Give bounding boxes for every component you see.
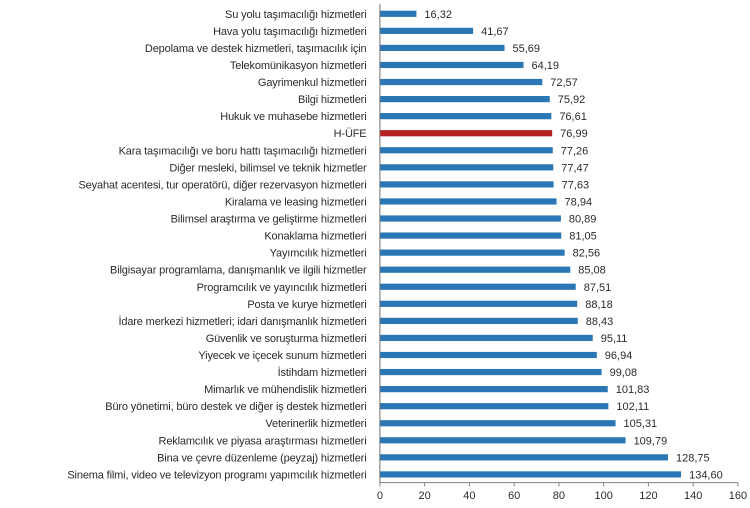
svg-text:Posta ve kurye hizmetleri: Posta ve kurye hizmetleri (247, 299, 366, 311)
svg-text:102,11: 102,11 (616, 401, 649, 413)
svg-text:Hukuk ve muhasebe hizmetleri: Hukuk ve muhasebe hizmetleri (220, 111, 366, 123)
svg-text:60: 60 (508, 490, 520, 502)
svg-text:Kiralama ve leasing hizmetleri: Kiralama ve leasing hizmetleri (225, 196, 367, 208)
svg-text:77,63: 77,63 (562, 179, 590, 191)
svg-text:H-ÜFE: H-ÜFE (334, 128, 367, 140)
svg-text:Sinema filmi, video ve televiz: Sinema filmi, video ve televizyon progra… (67, 469, 366, 481)
svg-text:85,08: 85,08 (578, 265, 606, 277)
svg-text:Bilgi hizmetleri: Bilgi hizmetleri (298, 94, 367, 106)
svg-text:87,51: 87,51 (584, 282, 612, 294)
svg-text:Güvenlik ve soruşturma hizmetl: Güvenlik ve soruşturma hizmetleri (206, 333, 367, 345)
svg-text:20: 20 (419, 490, 431, 502)
svg-text:78,94: 78,94 (565, 196, 593, 208)
svg-text:82,56: 82,56 (573, 248, 601, 260)
svg-text:İdare merkezi hizmetleri; idar: İdare merkezi hizmetleri; idari danışman… (118, 315, 366, 328)
svg-text:Mimarlık ve mühendislik hizmet: Mimarlık ve mühendislik hizmetleri (204, 384, 366, 396)
svg-text:Telekomünikasyon hizmetleri: Telekomünikasyon hizmetleri (230, 60, 367, 72)
svg-text:Konaklama hizmetleri: Konaklama hizmetleri (264, 231, 366, 243)
svg-text:Programcılık ve yayıncılık hiz: Programcılık ve yayıncılık hizmetleri (197, 282, 367, 294)
svg-text:88,43: 88,43 (586, 316, 614, 328)
svg-text:140: 140 (684, 490, 702, 502)
svg-text:99,08: 99,08 (610, 367, 638, 379)
svg-text:75,92: 75,92 (558, 94, 586, 106)
svg-text:100: 100 (594, 490, 612, 502)
svg-text:Veterinerlik hizmetleri: Veterinerlik hizmetleri (265, 418, 366, 430)
svg-text:Hava yolu taşımacılığı hizmetl: Hava yolu taşımacılığı hizmetleri (213, 26, 366, 38)
svg-text:80: 80 (553, 490, 565, 502)
svg-text:Bilimsel araştırma ve geliştir: Bilimsel araştırma ve geliştirme hizmetl… (171, 214, 367, 226)
svg-text:160: 160 (729, 490, 747, 502)
svg-text:55,69: 55,69 (513, 43, 541, 55)
svg-text:80,89: 80,89 (569, 214, 597, 226)
svg-text:76,99: 76,99 (560, 128, 588, 140)
svg-text:76,61: 76,61 (559, 111, 587, 123)
svg-text:Yayımcılık hizmetleri: Yayımcılık hizmetleri (270, 248, 367, 260)
svg-text:134,60: 134,60 (689, 469, 723, 481)
svg-text:128,75: 128,75 (676, 452, 710, 464)
svg-text:Diğer mesleki, bilimsel ve tek: Diğer mesleki, bilimsel ve teknik hizmet… (169, 162, 367, 174)
svg-text:Yiyecek ve içecek sunum hizmet: Yiyecek ve içecek sunum hizmetleri (198, 350, 366, 362)
svg-text:16,32: 16,32 (424, 9, 452, 21)
svg-text:109,79: 109,79 (634, 435, 668, 447)
svg-text:Seyahat acentesi, tur operatör: Seyahat acentesi, tur operatörü, diğer r… (78, 179, 366, 191)
svg-text:95,11: 95,11 (601, 333, 628, 345)
svg-text:Gayrimenkul hizmetleri: Gayrimenkul hizmetleri (258, 77, 367, 89)
svg-text:81,05: 81,05 (569, 231, 597, 243)
svg-text:40: 40 (463, 490, 475, 502)
svg-text:Kara taşımacılığı ve boru hatt: Kara taşımacılığı ve boru hattı taşımacı… (119, 145, 367, 157)
svg-text:101,83: 101,83 (616, 384, 650, 396)
svg-text:Depolama ve destek hizmetleri,: Depolama ve destek hizmetleri, taşımacıl… (145, 43, 367, 55)
svg-text:77,47: 77,47 (561, 162, 589, 174)
svg-text:77,26: 77,26 (561, 145, 589, 157)
svg-text:Bina ve çevre düzenleme (peyza: Bina ve çevre düzenleme (peyzaj) hizmetl… (157, 452, 366, 464)
svg-text:72,57: 72,57 (550, 77, 578, 89)
svg-text:İstihdam hizmetleri: İstihdam hizmetleri (278, 366, 367, 379)
svg-text:0: 0 (377, 490, 383, 502)
svg-text:Bilgisayar programlama, danışm: Bilgisayar programlama, danışmanlık ve i… (110, 265, 367, 277)
svg-text:Reklamcılık ve piyasa araştırm: Reklamcılık ve piyasa araştırması hizmet… (159, 435, 367, 447)
svg-text:88,18: 88,18 (585, 299, 613, 311)
svg-text:105,31: 105,31 (624, 418, 658, 430)
svg-text:Su yolu taşımacılığı hizmetler: Su yolu taşımacılığı hizmetleri (225, 9, 366, 21)
svg-text:120: 120 (639, 490, 657, 502)
svg-text:64,19: 64,19 (532, 60, 560, 72)
svg-text:96,94: 96,94 (605, 350, 633, 362)
svg-text:41,67: 41,67 (481, 26, 509, 38)
svg-text:Büro yönetimi, büro destek ve: Büro yönetimi, büro destek ve diğer iş d… (105, 401, 366, 413)
